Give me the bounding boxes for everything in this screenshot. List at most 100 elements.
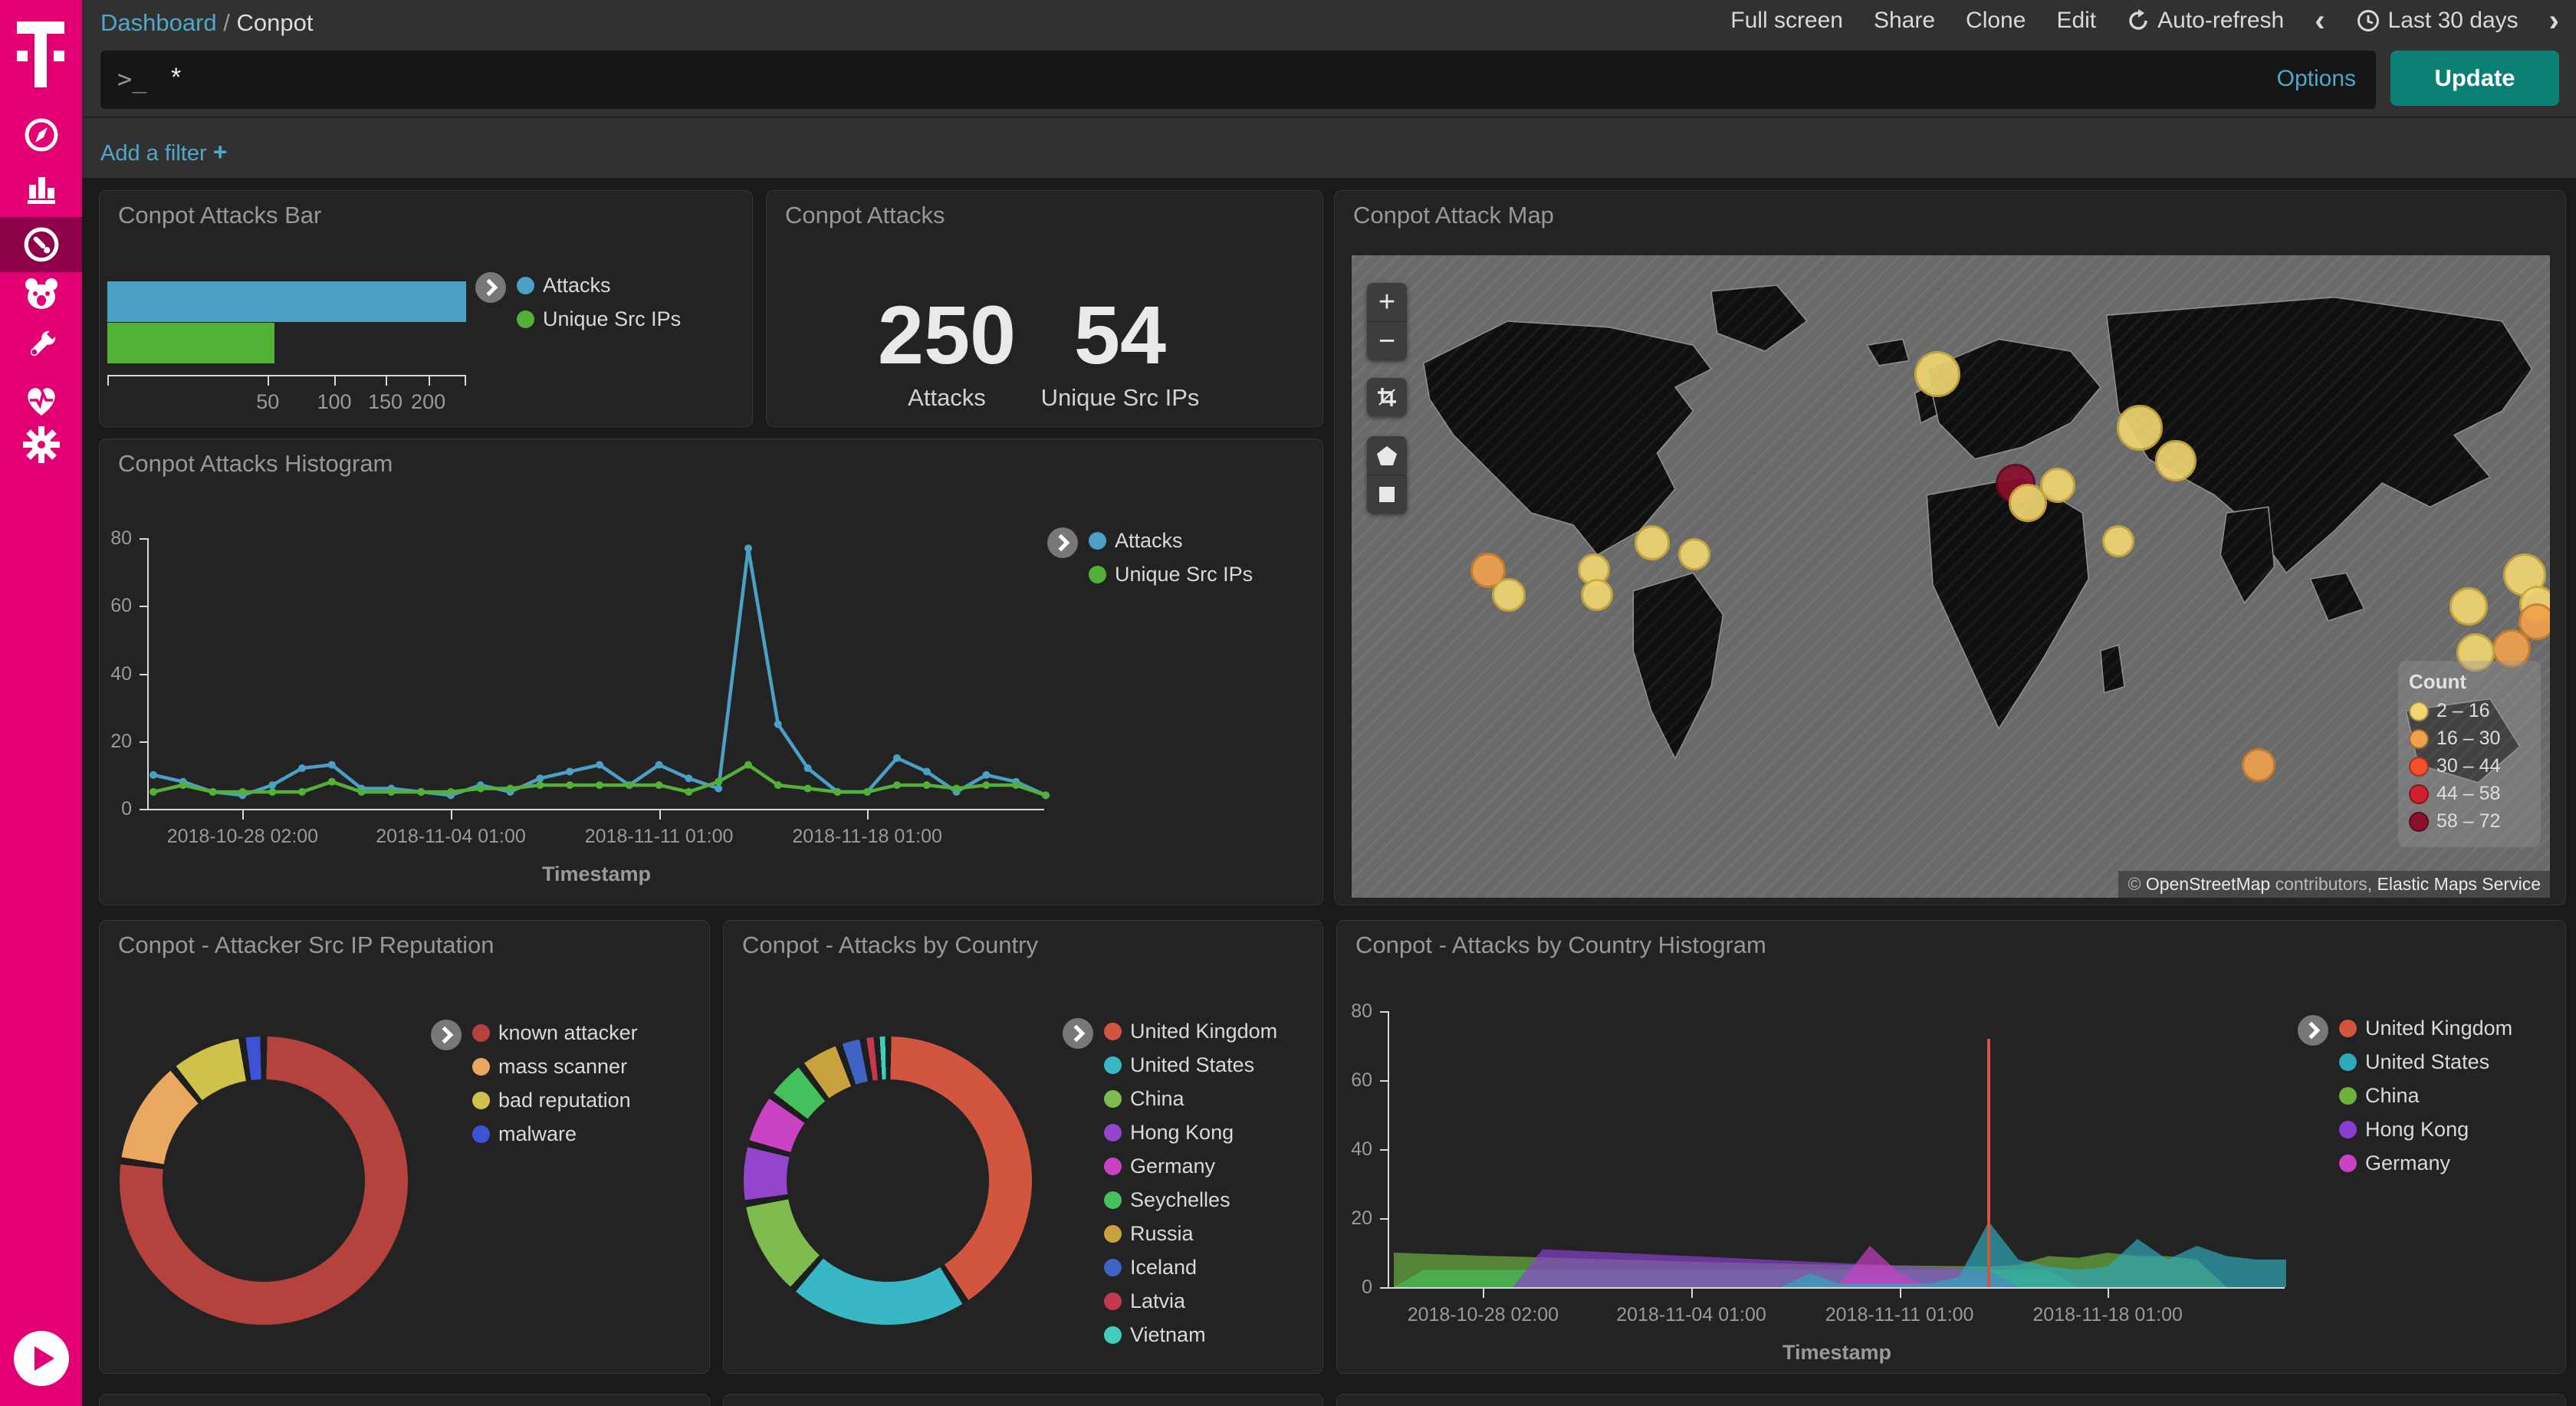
legend-toggle-icon[interactable] (475, 272, 506, 303)
osm-link[interactable]: OpenStreetMap (2145, 874, 2271, 894)
legend-dot (1104, 1259, 1122, 1276)
legend-item[interactable]: United Kingdom (2339, 1017, 2512, 1040)
legend-item[interactable]: Germany (2339, 1151, 2512, 1175)
map-bubble[interactable] (1635, 524, 1671, 560)
legend-toggle-icon[interactable] (1047, 527, 1078, 558)
update-button[interactable]: Update (2390, 51, 2559, 106)
map-bubble[interactable] (2008, 483, 2047, 522)
sidebar-item-dashboard[interactable] (0, 217, 82, 272)
map-bubble[interactable] (1581, 579, 1614, 612)
sidebar-collapse-button[interactable] (14, 1331, 69, 1386)
options-link[interactable]: Options (2276, 66, 2356, 91)
legend-item[interactable]: mass scanner (472, 1055, 638, 1079)
legend-item[interactable]: United States (1104, 1053, 1277, 1077)
x-tick-label: 2018-10-28 02:00 (166, 826, 319, 847)
legend-item[interactable]: China (2339, 1084, 2512, 1108)
legend-item[interactable]: Hong Kong (2339, 1118, 2512, 1142)
legend-item[interactable]: bad reputation (472, 1089, 638, 1112)
legend-item[interactable]: China (1104, 1087, 1277, 1111)
zoom-in-button[interactable]: + (1367, 283, 1407, 322)
map-bubble[interactable] (1678, 537, 1711, 570)
map-bubble[interactable] (2117, 404, 2164, 451)
time-prev-button[interactable]: ‹ (2315, 4, 2325, 38)
wrench-icon (30, 329, 58, 356)
legend-item[interactable]: United States (2339, 1050, 2512, 1074)
legend-item[interactable]: Latvia (1104, 1289, 1277, 1313)
x-tick (451, 809, 452, 820)
legend-item[interactable]: malware (472, 1122, 638, 1146)
y-tick-label: 40 (1351, 1138, 1372, 1160)
share-button[interactable]: Share (1873, 8, 1936, 33)
legend-toggle-icon[interactable] (431, 1020, 462, 1050)
x-tick-label: 2018-11-11 01:00 (584, 826, 734, 847)
sidebar-item-dev-tools[interactable] (0, 319, 82, 371)
search-input[interactable]: >_ * Options (100, 51, 2376, 109)
time-next-button[interactable]: › (2548, 4, 2559, 38)
telekom-logo[interactable] (17, 21, 64, 87)
legend-item[interactable]: United Kingdom (1104, 1020, 1277, 1043)
legend-item[interactable]: Unique Src IPs (517, 307, 681, 331)
fit-bounds-button[interactable] (1367, 378, 1407, 416)
map-bubble[interactable] (2155, 440, 2197, 482)
bar-Unique Src IPs[interactable] (107, 323, 274, 363)
edit-button[interactable]: Edit (2056, 8, 2097, 33)
clone-button[interactable]: Clone (1966, 8, 2026, 33)
sidebar-item-apm[interactable] (0, 268, 82, 320)
time-range-button[interactable]: Last 30 days (2356, 8, 2518, 34)
map-bubble[interactable] (2102, 524, 2135, 557)
map-bubble[interactable] (2242, 748, 2276, 783)
legend-dot (2339, 1121, 2357, 1138)
zoom-out-button[interactable]: − (1378, 324, 1396, 357)
legend-item[interactable]: Hong Kong (1104, 1121, 1277, 1145)
map-legend-entry: 30 – 44 (2409, 755, 2530, 777)
legend-dot (472, 1024, 490, 1042)
sidebar-item-management[interactable] (0, 419, 82, 471)
legend-item[interactable]: Attacks (517, 274, 681, 297)
map-bubble[interactable] (1491, 578, 1526, 613)
draw-polygon-button[interactable] (1367, 436, 1407, 475)
add-filter-button[interactable]: Add a filter + (100, 138, 228, 166)
y-tick-label: 0 (1362, 1276, 1372, 1298)
donut-chart[interactable] (120, 1036, 408, 1325)
auto-refresh-button[interactable]: Auto-refresh (2127, 8, 2284, 34)
map-bubble[interactable] (1914, 351, 1961, 398)
map-legend-rows: 2 – 16 16 – 30 30 – 44 44 – 58 58 – 72 (2409, 700, 2530, 833)
sidebar-item-monitoring[interactable] (0, 374, 82, 426)
sidebar-item-visualize[interactable] (0, 160, 82, 212)
y-tick-label: 0 (121, 798, 132, 820)
map-texture (1352, 255, 2550, 898)
panel-attacks-metric: Conpot Attacks 250 Attacks 54 Unique Src IP… (766, 190, 1323, 427)
x-tick (428, 375, 430, 386)
legend-toggle-icon[interactable] (1063, 1018, 1093, 1049)
donut-chart[interactable] (744, 1036, 1032, 1325)
legend-toggle-icon[interactable] (2298, 1015, 2328, 1046)
panel-title: Conpot Attacks (785, 202, 945, 228)
legend-item[interactable]: Russia (1104, 1222, 1277, 1246)
y-axis (147, 538, 149, 810)
y-tick-label: 80 (1351, 1000, 1372, 1022)
legend-dot (517, 277, 534, 294)
x-tick-label: 2018-10-28 02:00 (1407, 1304, 1559, 1326)
map-bubble[interactable] (2039, 468, 2075, 503)
ems-link[interactable]: Elastic Maps Service (2377, 874, 2541, 894)
legend-item[interactable]: known attacker (472, 1021, 638, 1045)
bar-Attacks[interactable] (107, 281, 466, 322)
full-screen-button[interactable]: Full screen (1730, 8, 1843, 33)
panel-title: Conpot - Attacks by Country (742, 931, 1038, 958)
legend-item[interactable]: Iceland (1104, 1256, 1277, 1280)
map-legend-dot (2409, 811, 2429, 832)
legend-item[interactable]: Germany (1104, 1155, 1277, 1178)
legend-item[interactable]: Seychelles (1104, 1188, 1277, 1212)
breadcrumb-dashboard-link[interactable]: Dashboard (100, 9, 217, 36)
map-bubble[interactable] (2449, 587, 2488, 626)
legend-item[interactable]: Vietnam (1104, 1323, 1277, 1347)
sidebar-item-discover[interactable] (0, 109, 82, 161)
legend-items: United Kingdom United States China Hong Kon… (1104, 1020, 1277, 1347)
legend-item[interactable]: Unique Src IPs (1089, 563, 1253, 586)
attack-map[interactable]: + − (1352, 255, 2550, 898)
map-bubble[interactable] (2456, 632, 2496, 672)
draw-rectangle-button[interactable] (1367, 475, 1407, 514)
map-legend-entry: 44 – 58 (2409, 783, 2530, 805)
map-bubble[interactable] (2518, 603, 2550, 640)
legend-item[interactable]: Attacks (1089, 529, 1253, 553)
